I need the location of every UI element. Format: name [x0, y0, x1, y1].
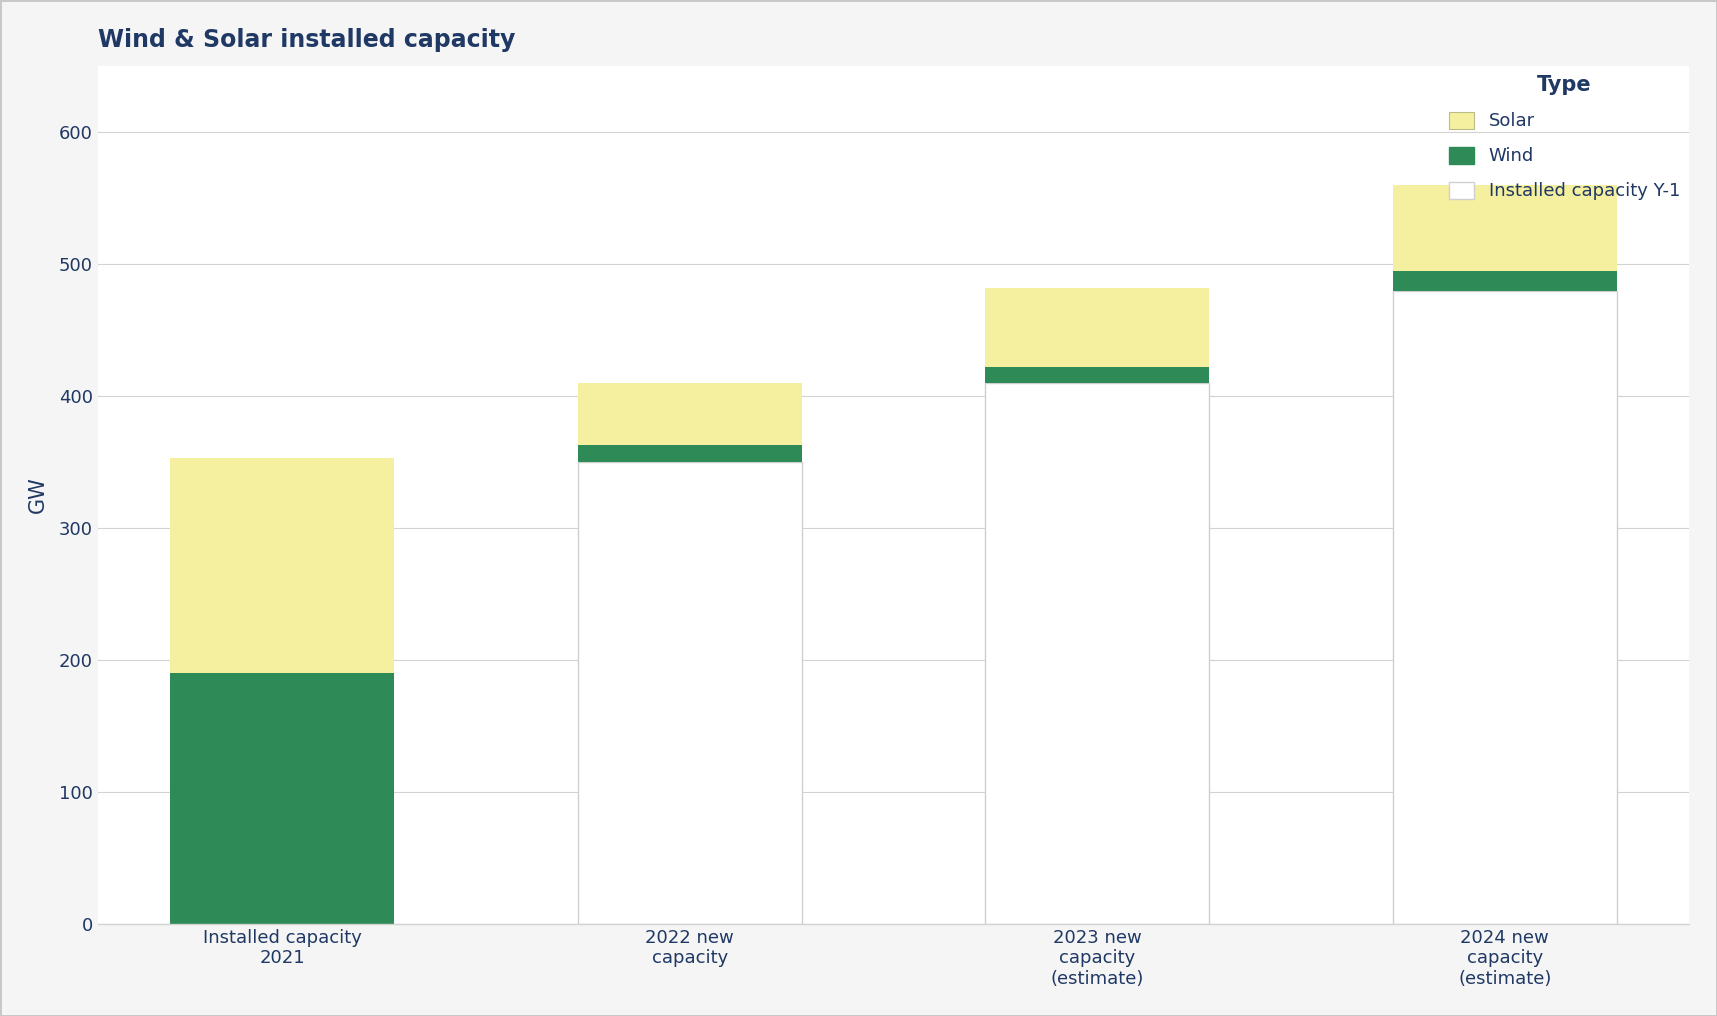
Bar: [170, 673, 395, 924]
Bar: [1392, 270, 1617, 291]
Legend: Solar, Wind, Installed capacity Y-1: Solar, Wind, Installed capacity Y-1: [1449, 75, 1681, 200]
Bar: [577, 445, 802, 462]
Bar: [577, 462, 802, 924]
Y-axis label: GW: GW: [27, 477, 48, 513]
Bar: [1392, 291, 1617, 924]
Bar: [170, 458, 395, 673]
Bar: [577, 383, 802, 445]
Bar: [1392, 185, 1617, 270]
Bar: [986, 288, 1209, 367]
Bar: [986, 367, 1209, 383]
Bar: [986, 383, 1209, 924]
Text: Wind & Solar installed capacity: Wind & Solar installed capacity: [98, 27, 515, 52]
